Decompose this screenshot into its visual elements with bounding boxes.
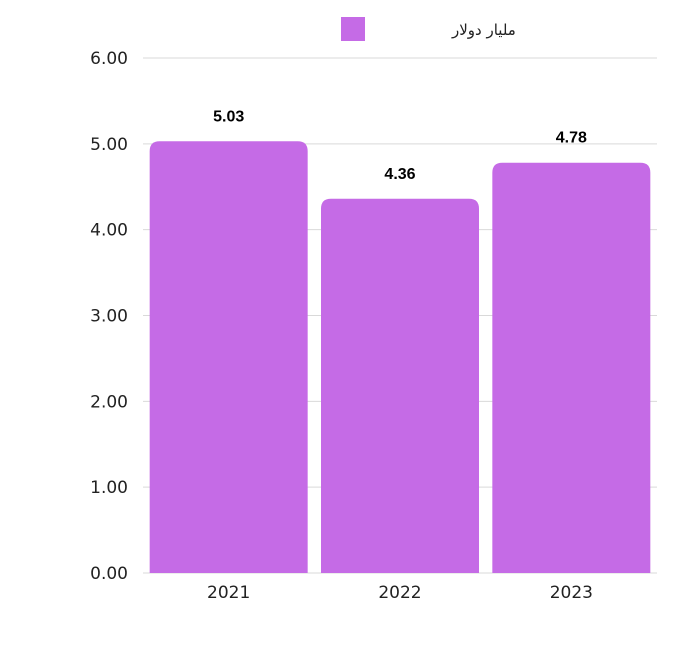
x-tick-label: 2022 xyxy=(378,583,421,603)
legend: مليار دولار xyxy=(341,17,516,41)
y-tick-label: 5.00 xyxy=(90,135,128,155)
y-tick-label: 3.00 xyxy=(90,307,128,327)
bar xyxy=(149,141,308,573)
data-labels: 5.03 4.36 4.78 xyxy=(213,108,587,183)
legend-label: مليار دولار xyxy=(451,21,516,39)
y-tick-label: 1.00 xyxy=(90,478,128,498)
y-axis: 0.00 1.00 2.00 3.00 4.00 5.00 6.00 xyxy=(90,49,128,584)
y-tick-label: 6.00 xyxy=(90,49,128,69)
legend-swatch xyxy=(341,17,365,41)
y-tick-label: 2.00 xyxy=(90,392,128,412)
bar xyxy=(492,162,651,573)
x-tick-label: 2023 xyxy=(550,583,593,603)
bar xyxy=(321,198,479,573)
data-label: 4.36 xyxy=(384,166,415,183)
x-axis: 2021 2022 2023 xyxy=(207,583,593,603)
y-tick-label: 4.00 xyxy=(90,221,128,241)
bars xyxy=(149,141,651,573)
x-tick-label: 2021 xyxy=(207,583,250,603)
data-label: 4.78 xyxy=(556,130,587,147)
data-label: 5.03 xyxy=(213,108,244,125)
y-tick-label: 0.00 xyxy=(90,564,128,584)
